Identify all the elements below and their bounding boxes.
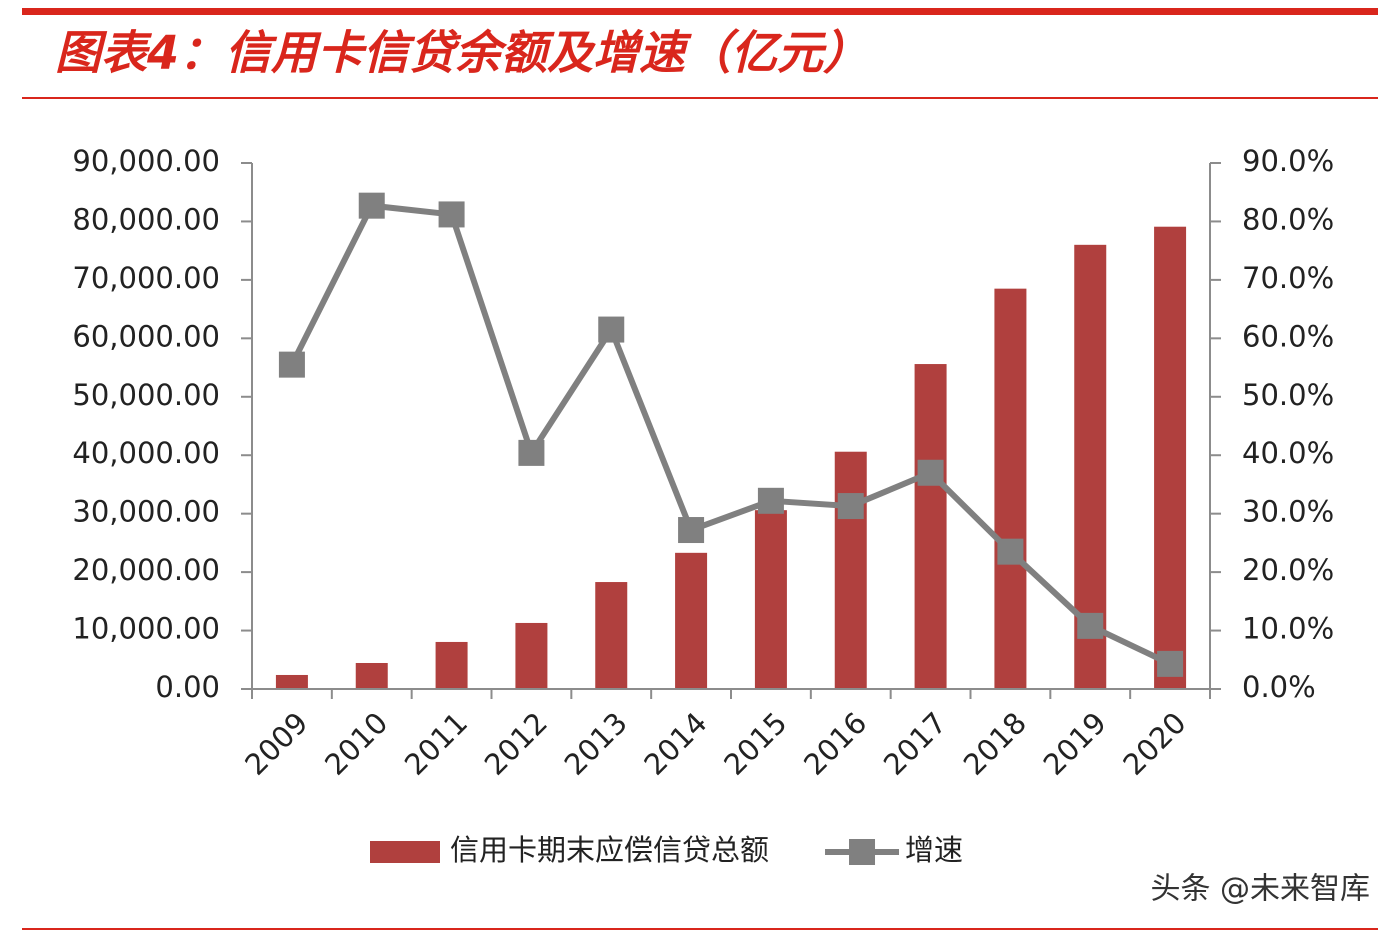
- legend-label: 增速: [905, 833, 963, 867]
- x-tick-label: 2017: [877, 706, 953, 782]
- y-tick-label: 0.00: [155, 670, 220, 704]
- y-tick-label: 20,000.00: [72, 553, 220, 587]
- marker: [278, 351, 305, 378]
- chart-title: 图表4：信用卡信贷余额及增速（亿元）: [55, 26, 869, 80]
- marker: [678, 517, 705, 544]
- bar: [435, 641, 468, 689]
- x-tick-label: 2014: [637, 706, 713, 782]
- marker: [917, 459, 944, 486]
- x-tick-label: 2019: [1037, 706, 1113, 782]
- bar: [355, 662, 388, 689]
- bar: [595, 582, 628, 689]
- y-tick-label: 80,000.00: [72, 202, 220, 236]
- marker: [358, 192, 385, 219]
- y2-tick-label: 40.0%: [1242, 436, 1334, 470]
- y2-tick-label: 10.0%: [1242, 612, 1334, 646]
- bar: [754, 510, 787, 689]
- title-rule: [22, 97, 1378, 99]
- bar: [994, 288, 1027, 689]
- y-tick-label: 90,000.00: [72, 144, 220, 178]
- marker: [1157, 650, 1184, 677]
- legend-label: 信用卡期末应偿信贷总额: [450, 833, 769, 867]
- x-tick-label: 2020: [1116, 706, 1192, 782]
- legend-swatch: [370, 841, 440, 863]
- y-tick-label: 70,000.00: [72, 261, 220, 295]
- line: [289, 202, 1172, 667]
- y2-tick-label: 80.0%: [1242, 202, 1334, 236]
- y2-tick-label: 60.0%: [1242, 319, 1334, 353]
- x-tick-label: 2015: [717, 706, 793, 782]
- bar: [515, 622, 548, 689]
- bar: [675, 552, 708, 689]
- x-tick-label: 2009: [238, 706, 314, 782]
- y-tick-label: 60,000.00: [72, 319, 220, 353]
- y2-tick-label: 20.0%: [1242, 553, 1334, 587]
- watermark: 头条 @未来智库: [1150, 872, 1370, 907]
- y-tick-label: 40,000.00: [72, 436, 220, 470]
- marker: [837, 493, 864, 520]
- y2-tick-label: 30.0%: [1242, 495, 1334, 529]
- bar: [275, 674, 308, 689]
- marker: [757, 487, 784, 514]
- marker: [438, 201, 465, 228]
- bar: [914, 364, 947, 689]
- x-tick-label: 2018: [957, 706, 1033, 782]
- y2-tick-label: 0.0%: [1242, 670, 1316, 704]
- marker: [997, 538, 1024, 565]
- marker: [1077, 612, 1104, 639]
- x-tick-label: 2011: [398, 706, 474, 782]
- bottom-rule: [22, 928, 1378, 930]
- marker: [598, 316, 625, 343]
- top-rule: [22, 8, 1378, 15]
- y-tick-label: 50,000.00: [72, 378, 220, 412]
- legend-marker: [849, 839, 876, 865]
- y2-tick-label: 50.0%: [1242, 378, 1334, 412]
- bar: [834, 451, 867, 689]
- y2-tick-label: 70.0%: [1242, 261, 1334, 295]
- y-tick-label: 10,000.00: [72, 612, 220, 646]
- x-tick-label: 2012: [478, 706, 554, 782]
- x-tick-label: 2010: [318, 706, 394, 782]
- bar: [1154, 226, 1187, 689]
- y-tick-label: 30,000.00: [72, 495, 220, 529]
- x-tick-label: 2016: [797, 706, 873, 782]
- y2-tick-label: 90.0%: [1242, 144, 1334, 178]
- marker: [518, 439, 545, 466]
- x-tick-label: 2013: [558, 706, 634, 782]
